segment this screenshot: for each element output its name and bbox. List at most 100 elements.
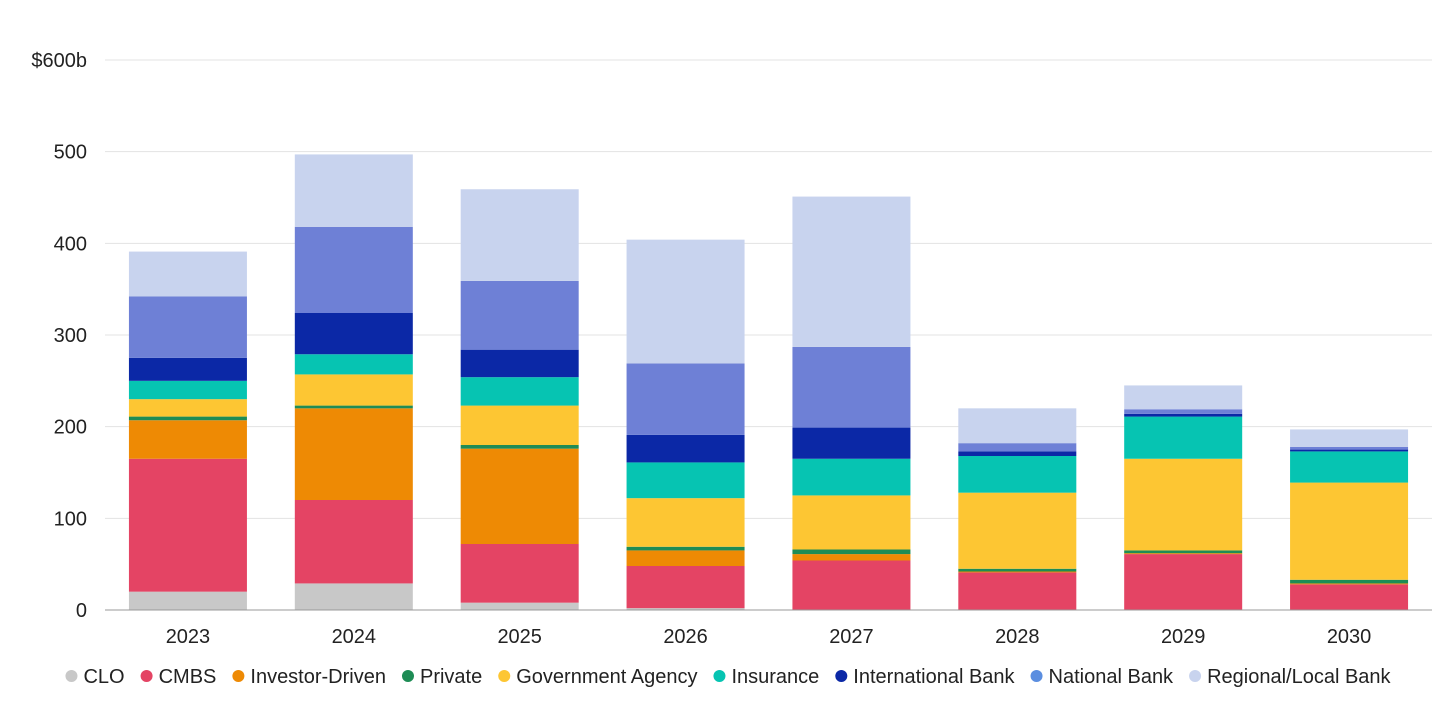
bar-segment-national-bank-2030: [1290, 446, 1409, 450]
bar-segment-private-2024: [294, 405, 413, 409]
bar-segment-investor-driven-2027: [792, 554, 911, 561]
bar-segment-regional-local-bank-2024: [294, 154, 413, 227]
legend-marker: [1030, 670, 1043, 682]
legend-marker: [232, 670, 245, 682]
bar-segment-insurance-2025: [460, 377, 579, 406]
bar-segment-private-2023: [128, 416, 247, 421]
legend-marker: [401, 670, 414, 682]
bar-segment-national-bank-2029: [1124, 409, 1243, 414]
bar-stack-2030: [1290, 429, 1409, 610]
bar-segment-private-2026: [626, 546, 745, 551]
bars: [128, 154, 1409, 610]
bar-segment-cmbs-2029: [1124, 554, 1243, 610]
bar-segment-national-bank-2026: [626, 363, 745, 435]
legend-item-clo: CLO: [65, 666, 125, 688]
bar-stack-2023: [128, 251, 247, 610]
x-tick-label: 2023: [166, 626, 211, 648]
legend-item-national-bank: National Bank: [1030, 666, 1175, 688]
bar-segment-investor-driven-2024: [294, 408, 413, 500]
y-axis: 0 100 200 300 400 500 $600b: [31, 50, 87, 622]
bar-stack-2029: [1124, 385, 1243, 610]
bar-segment-private-2028: [958, 568, 1077, 572]
bar-segment-international-bank-2030: [1290, 449, 1409, 452]
bar-stack-2028: [958, 408, 1077, 610]
bar-segment-cmbs-2024: [294, 500, 413, 584]
bar-segment-cmbs-2028: [958, 572, 1077, 610]
legend-item-cmbs: CMBS: [140, 666, 217, 688]
legend-label: Private: [420, 666, 482, 688]
bar-segment-cmbs-2023: [128, 458, 247, 592]
bar-stack-2025: [460, 189, 579, 610]
bar-segment-government-agency-2025: [460, 405, 579, 445]
bar-segment-regional-local-bank-2030: [1290, 429, 1409, 447]
bar-segment-international-bank-2025: [460, 349, 579, 378]
bar-segment-government-agency-2029: [1124, 458, 1243, 551]
legend-label: CMBS: [159, 666, 217, 688]
bar-segment-insurance-2027: [792, 458, 911, 496]
y-tick-label: 0: [76, 600, 87, 622]
bar-segment-cmbs-2027: [792, 560, 911, 610]
x-tick-label: 2025: [497, 626, 542, 648]
bar-segment-cmbs-2030: [1290, 584, 1409, 610]
legend-item-private: Private: [401, 666, 482, 688]
bar-segment-government-agency-2030: [1290, 482, 1409, 580]
bar-segment-regional-local-bank-2025: [460, 189, 579, 281]
x-tick-label: 2024: [332, 626, 377, 648]
x-tick-label: 2028: [995, 626, 1040, 648]
bar-segment-private-2030: [1290, 579, 1409, 584]
legend-marker: [713, 670, 726, 682]
y-tick-label: 200: [54, 417, 87, 439]
bar-segment-government-agency-2023: [128, 399, 247, 417]
bar-segment-investor-driven-2026: [626, 550, 745, 566]
bar-segment-private-2025: [460, 445, 579, 449]
bar-segment-private-2029: [1124, 550, 1243, 554]
legend-label: Investor-Driven: [250, 666, 386, 688]
bar-stack-2027: [792, 196, 911, 610]
bar-segment-international-bank-2024: [294, 313, 413, 355]
bar-segment-investor-driven-2028: [958, 571, 1077, 573]
bar-segment-clo-2024: [294, 583, 413, 610]
bar-segment-national-bank-2028: [958, 443, 1077, 452]
bar-segment-national-bank-2024: [294, 226, 413, 313]
bar-segment-government-agency-2026: [626, 498, 745, 547]
legend: CLO CMBS Investor-Driven Private Government …: [65, 666, 1392, 688]
bar-segment-insurance-2029: [1124, 416, 1243, 459]
bar-segment-insurance-2030: [1290, 451, 1409, 483]
legend-item-regional-local-bank: Regional/Local Bank: [1189, 666, 1392, 688]
bar-segment-cmbs-2025: [460, 544, 579, 603]
legend-label: Regional/Local Bank: [1207, 666, 1391, 688]
bar-segment-investor-driven-2030: [1290, 583, 1409, 585]
legend-marker: [498, 670, 511, 682]
bar-segment-regional-local-bank-2027: [792, 196, 911, 347]
legend-label: National Bank: [1049, 666, 1175, 688]
legend-item-insurance: Insurance: [713, 666, 819, 688]
bar-segment-insurance-2024: [294, 354, 413, 375]
bar-segment-regional-local-bank-2026: [626, 239, 745, 364]
legend-label: CLO: [83, 666, 124, 688]
bar-segment-national-bank-2025: [460, 280, 579, 350]
bar-segment-insurance-2023: [128, 380, 247, 400]
bar-segment-investor-driven-2025: [460, 448, 579, 544]
legend-item-government-agency: Government Agency: [498, 666, 697, 688]
x-tick-label: 2026: [663, 626, 708, 648]
legend-label: Insurance: [731, 666, 819, 688]
x-tick-label: 2029: [1161, 626, 1206, 648]
y-tick-label: 300: [54, 325, 87, 347]
legend-label: International Bank: [853, 666, 1015, 688]
bar-segment-private-2027: [792, 549, 911, 555]
bar-segment-insurance-2026: [626, 462, 745, 499]
bar-segment-international-bank-2026: [626, 434, 745, 463]
bar-stack-2024: [294, 154, 413, 610]
y-tick-label: 400: [54, 233, 87, 255]
bar-segment-national-bank-2027: [792, 346, 911, 428]
legend-marker: [140, 670, 153, 682]
bar-segment-international-bank-2023: [128, 357, 247, 381]
bar-segment-government-agency-2024: [294, 374, 413, 406]
x-tick-label: 2030: [1327, 626, 1372, 648]
bar-segment-investor-driven-2029: [1124, 553, 1243, 555]
bar-segment-investor-driven-2023: [128, 420, 247, 459]
legend-marker: [1189, 670, 1202, 682]
y-tick-label: 100: [54, 508, 87, 530]
legend-marker: [835, 670, 848, 682]
bar-segment-international-bank-2028: [958, 451, 1077, 456]
